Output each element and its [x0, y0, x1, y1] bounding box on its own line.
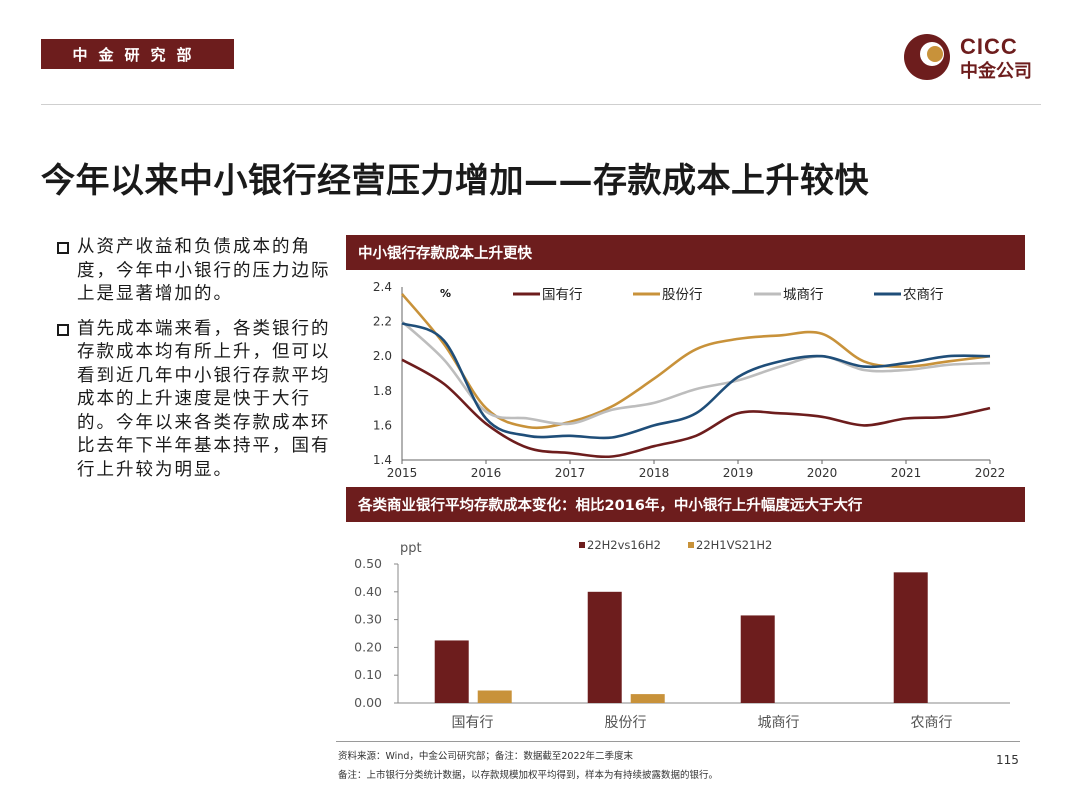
x-tick-label: 2019 — [723, 466, 754, 480]
logo-text-en: CICC — [960, 34, 1018, 59]
bullet-list: 从资产收益和负债成本的角度，今年中小银行的压力边际上是显著增加的。 首先成本端来… — [57, 236, 342, 493]
series-line — [401, 293, 991, 430]
cicc-logo: CICC 中金公司 — [902, 30, 1042, 84]
series-line — [401, 320, 991, 426]
y-tick-label: 0.00 — [354, 695, 382, 710]
line-chart-header: 中小银行存款成本上升更快 — [346, 235, 1025, 270]
x-tick-label: 2020 — [807, 466, 838, 480]
y-unit-label: % — [440, 287, 451, 300]
legend-label: 22H2vs16H2 — [587, 538, 661, 552]
x-category-label: 股份行 — [605, 715, 647, 731]
header-divider — [41, 104, 1041, 105]
bar — [434, 640, 469, 703]
series-line — [401, 322, 991, 440]
legend-swatch — [579, 542, 585, 548]
y-tick-label: 1.4 — [373, 453, 392, 467]
logo-text-cn: 中金公司 — [960, 61, 1032, 82]
x-category-label: 城商行 — [758, 715, 800, 731]
cicc-logo-icon — [904, 34, 950, 80]
sample-note: 备注：上市银行分类统计数据，以存款规模加权平均得到，样本为有持续披露数据的银行。 — [338, 770, 719, 781]
square-bullet-icon — [57, 242, 69, 254]
bullet-item: 首先成本端来看，各类银行的存款成本均有所上升，但可以看到近几年中小银行存款平均成… — [57, 318, 342, 483]
x-tick-label: 2015 — [387, 466, 418, 480]
bar-chart-svg: 0.00 0.10 0.20 0.30 0.40 0.50 ppt 22H2vs16H2 22H… — [354, 538, 1010, 731]
source-note: 资料来源：Wind，中金公司研究部；备注：数据截至2022年二季度末 — [338, 751, 634, 762]
bar — [477, 690, 512, 703]
y-tick-label: 0.20 — [354, 639, 382, 654]
x-category-label: 国有行 — [452, 715, 494, 731]
legend-label: 22H1VS21H2 — [696, 538, 772, 552]
x-category-label: 农商行 — [911, 715, 953, 731]
bar — [587, 591, 622, 703]
bar — [893, 572, 928, 703]
y-tick-label: 0.30 — [354, 612, 382, 627]
line-chart-svg: 1.4 1.6 1.8 2.0 2.2 2.4 2015 2016 2017 2018 2019 20… — [373, 280, 1006, 480]
bar — [630, 694, 665, 703]
y-tick-label: 1.8 — [373, 384, 392, 398]
bullet-text: 首先成本端来看，各类银行的存款成本均有所上升，但可以看到近几年中小银行存款平均成… — [77, 318, 331, 480]
square-bullet-icon — [57, 323, 69, 336]
line-chart: 1.4 1.6 1.8 2.0 2.2 2.4 2015 2016 2017 2018 2019 20… — [346, 272, 1025, 488]
bar-chart: 0.00 0.10 0.20 0.30 0.40 0.50 ppt 22H2vs16H2 22H… — [330, 530, 1030, 744]
y-tick-label: 0.40 — [354, 584, 382, 599]
y-tick-label: 2.0 — [373, 349, 392, 363]
y-unit-label: ppt — [400, 541, 422, 556]
series-line — [401, 358, 991, 459]
x-tick-label: 2016 — [471, 466, 502, 480]
y-tick-label: 0.10 — [354, 667, 382, 682]
page-number: 115 — [996, 753, 1019, 767]
legend-label: 国有行 — [542, 287, 583, 303]
y-tick-label: 1.6 — [373, 418, 392, 432]
y-tick-label: 2.4 — [373, 280, 392, 294]
x-tick-label: 2022 — [975, 466, 1006, 480]
legend-label: 农商行 — [903, 287, 944, 303]
department-tag: 中金研究部 — [41, 39, 234, 69]
bullet-text: 从资产收益和负债成本的角度，今年中小银行的压力边际上是显著增加的。 — [77, 237, 331, 304]
legend-label: 股份行 — [662, 287, 703, 303]
x-tick-label: 2018 — [639, 466, 670, 480]
y-tick-label: 0.50 — [354, 556, 382, 571]
bar-chart-header: 各类商业银行平均存款成本变化：相比2016年，中小银行上升幅度远大于大行 — [346, 487, 1025, 522]
legend-swatch — [688, 542, 694, 548]
legend-label: 城商行 — [783, 287, 824, 303]
slide-title: 今年以来中小银行经营压力增加——存款成本上升较快 — [41, 161, 869, 201]
footer-divider — [336, 741, 1020, 742]
x-tick-label: 2017 — [555, 466, 586, 480]
y-tick-label: 2.2 — [373, 315, 392, 329]
x-tick-label: 2021 — [891, 466, 922, 480]
bullet-item: 从资产收益和负债成本的角度，今年中小银行的压力边际上是显著增加的。 — [57, 236, 342, 307]
bar — [740, 615, 775, 703]
